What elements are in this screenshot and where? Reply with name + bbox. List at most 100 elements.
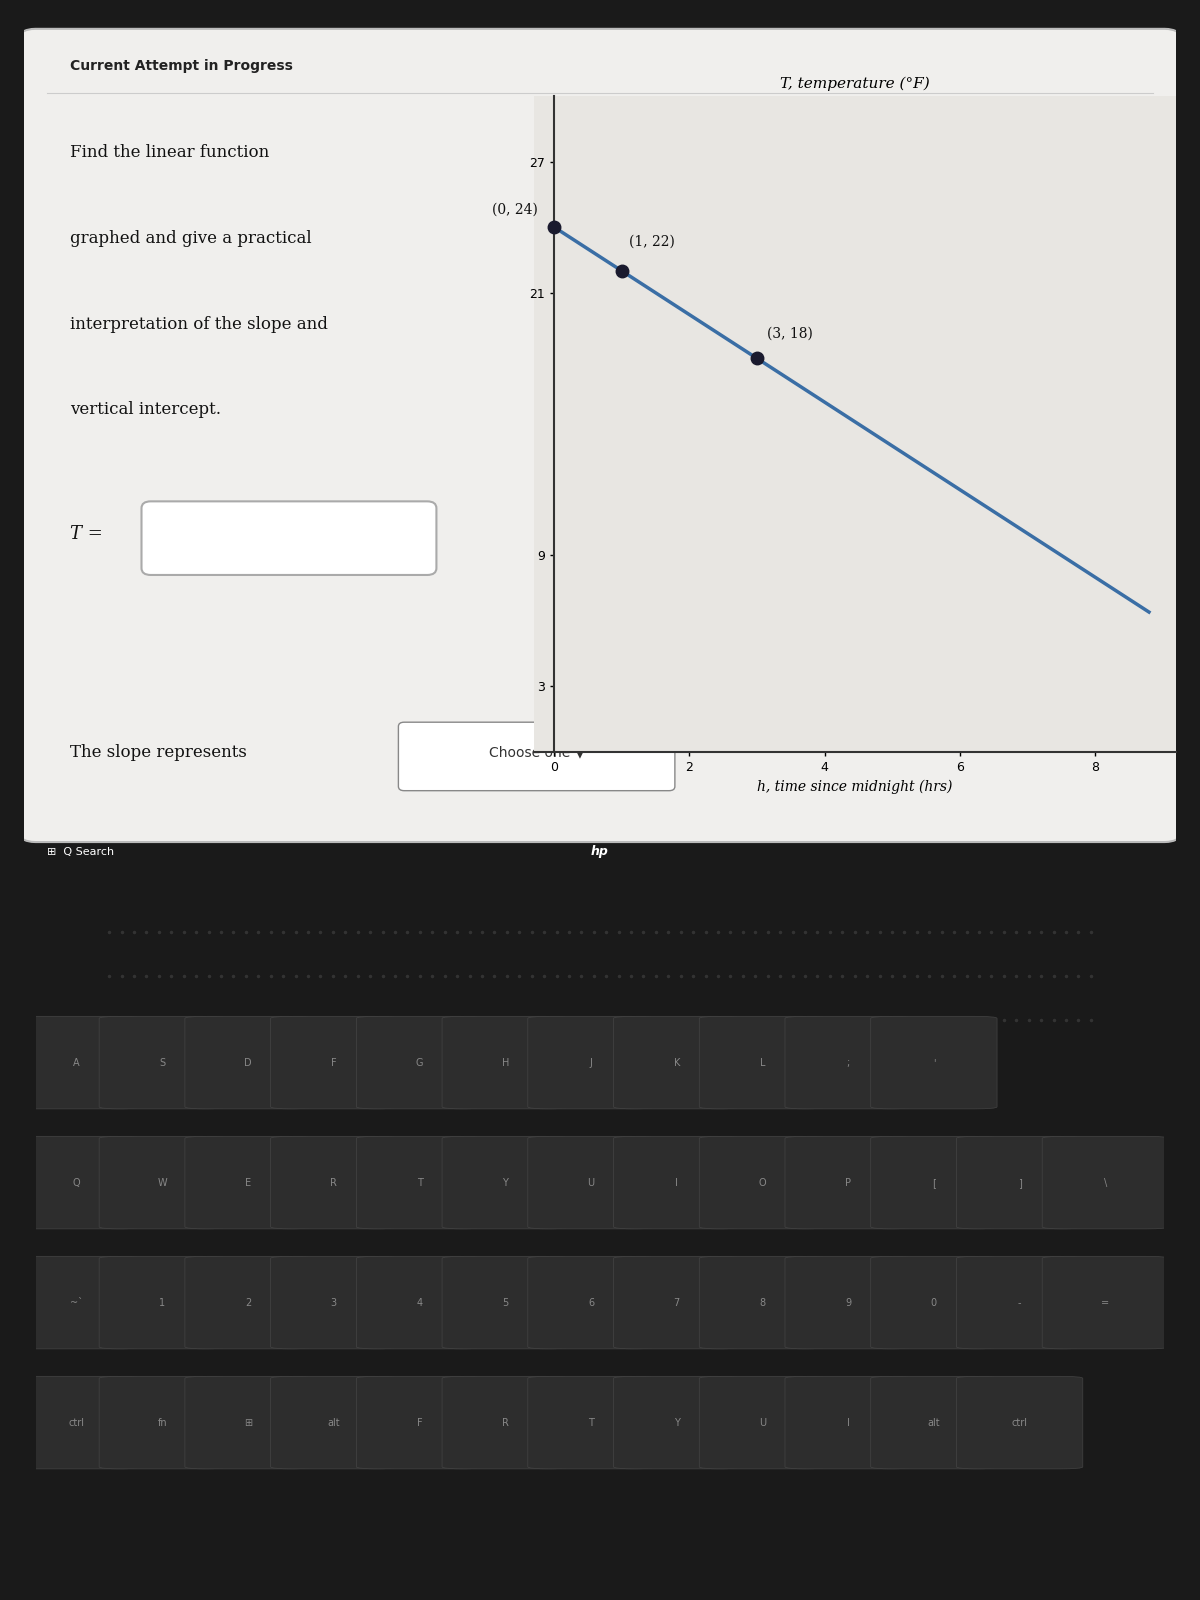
- FancyBboxPatch shape: [871, 1136, 997, 1229]
- Text: A: A: [73, 1058, 80, 1069]
- Text: U: U: [758, 1418, 766, 1429]
- FancyBboxPatch shape: [700, 1256, 826, 1349]
- Text: ctrl: ctrl: [68, 1418, 85, 1429]
- FancyBboxPatch shape: [398, 722, 674, 790]
- FancyBboxPatch shape: [956, 1376, 1082, 1469]
- Title: T, temperature (°F): T, temperature (°F): [780, 77, 930, 91]
- Text: interpretation of the slope and: interpretation of the slope and: [70, 315, 328, 333]
- Text: ⊞  Q Search: ⊞ Q Search: [47, 846, 114, 858]
- Text: 5: 5: [502, 1298, 509, 1309]
- Text: F: F: [416, 1418, 422, 1429]
- FancyBboxPatch shape: [356, 1376, 482, 1469]
- FancyBboxPatch shape: [356, 1016, 482, 1109]
- Text: Y: Y: [503, 1178, 508, 1189]
- Text: E: E: [245, 1178, 251, 1189]
- Text: J: J: [589, 1058, 593, 1069]
- FancyBboxPatch shape: [185, 1016, 311, 1109]
- Text: ;: ;: [846, 1058, 850, 1069]
- Text: alt: alt: [928, 1418, 941, 1429]
- Text: G: G: [415, 1058, 424, 1069]
- FancyBboxPatch shape: [528, 1136, 654, 1229]
- Text: I: I: [676, 1178, 678, 1189]
- Text: 2: 2: [245, 1298, 251, 1309]
- Text: ]: ]: [1018, 1178, 1021, 1189]
- FancyBboxPatch shape: [1042, 1136, 1169, 1229]
- Text: R: R: [502, 1418, 509, 1429]
- Text: =: =: [1102, 1298, 1110, 1309]
- Text: O: O: [758, 1178, 767, 1189]
- FancyBboxPatch shape: [100, 1136, 226, 1229]
- FancyBboxPatch shape: [13, 1016, 139, 1109]
- Text: H: H: [502, 1058, 509, 1069]
- X-axis label: h, time since midnight (hrs): h, time since midnight (hrs): [757, 779, 953, 794]
- FancyBboxPatch shape: [100, 1376, 226, 1469]
- FancyBboxPatch shape: [528, 1256, 654, 1349]
- Text: The slope represents: The slope represents: [70, 744, 247, 760]
- FancyBboxPatch shape: [956, 1256, 1082, 1349]
- FancyBboxPatch shape: [785, 1016, 911, 1109]
- Text: alt: alt: [328, 1418, 340, 1429]
- Text: -: -: [1018, 1298, 1021, 1309]
- Text: 3: 3: [331, 1298, 337, 1309]
- FancyBboxPatch shape: [700, 1376, 826, 1469]
- Text: D: D: [245, 1058, 252, 1069]
- Text: (3, 18): (3, 18): [767, 326, 814, 341]
- FancyBboxPatch shape: [442, 1016, 569, 1109]
- Text: [: [: [932, 1178, 936, 1189]
- FancyBboxPatch shape: [13, 1256, 139, 1349]
- Text: ~`: ~`: [70, 1298, 83, 1309]
- FancyBboxPatch shape: [185, 1136, 311, 1229]
- Text: T =: T =: [70, 525, 103, 542]
- FancyBboxPatch shape: [613, 1136, 740, 1229]
- FancyBboxPatch shape: [271, 1136, 397, 1229]
- FancyBboxPatch shape: [13, 1136, 139, 1229]
- Text: 0: 0: [931, 1298, 937, 1309]
- Text: L: L: [760, 1058, 766, 1069]
- Text: ': ': [932, 1058, 935, 1069]
- Text: Current Attempt in Progress: Current Attempt in Progress: [70, 59, 293, 74]
- Text: 6: 6: [588, 1298, 594, 1309]
- FancyBboxPatch shape: [528, 1376, 654, 1469]
- FancyBboxPatch shape: [785, 1256, 911, 1349]
- FancyBboxPatch shape: [356, 1136, 482, 1229]
- FancyBboxPatch shape: [185, 1376, 311, 1469]
- Text: K: K: [673, 1058, 680, 1069]
- Text: T: T: [416, 1178, 422, 1189]
- Text: (1, 22): (1, 22): [629, 235, 674, 250]
- Text: F: F: [331, 1058, 337, 1069]
- Text: P: P: [845, 1178, 851, 1189]
- FancyBboxPatch shape: [956, 1136, 1082, 1229]
- FancyBboxPatch shape: [785, 1376, 911, 1469]
- Text: Find the linear function: Find the linear function: [70, 144, 269, 162]
- Text: R: R: [330, 1178, 337, 1189]
- Text: (0, 24): (0, 24): [492, 202, 538, 216]
- Text: \: \: [1104, 1178, 1106, 1189]
- Text: Choose one ▼: Choose one ▼: [488, 746, 584, 758]
- FancyBboxPatch shape: [442, 1256, 569, 1349]
- FancyBboxPatch shape: [356, 1256, 482, 1349]
- Text: 8: 8: [760, 1298, 766, 1309]
- FancyBboxPatch shape: [871, 1376, 997, 1469]
- Text: S: S: [160, 1058, 166, 1069]
- Text: I: I: [847, 1418, 850, 1429]
- Text: ctrl: ctrl: [1012, 1418, 1027, 1429]
- Text: graphed and give a practical: graphed and give a practical: [70, 230, 312, 246]
- FancyBboxPatch shape: [18, 29, 1182, 842]
- FancyBboxPatch shape: [100, 1016, 226, 1109]
- Text: Q: Q: [73, 1178, 80, 1189]
- FancyBboxPatch shape: [528, 1016, 654, 1109]
- FancyBboxPatch shape: [13, 1376, 139, 1469]
- FancyBboxPatch shape: [442, 1136, 569, 1229]
- FancyBboxPatch shape: [442, 1376, 569, 1469]
- FancyBboxPatch shape: [700, 1016, 826, 1109]
- Text: Y: Y: [673, 1418, 679, 1429]
- Text: 9: 9: [845, 1298, 851, 1309]
- FancyBboxPatch shape: [871, 1016, 997, 1109]
- Text: 1: 1: [160, 1298, 166, 1309]
- Text: hp: hp: [592, 845, 608, 859]
- Text: 4: 4: [416, 1298, 422, 1309]
- FancyBboxPatch shape: [1042, 1256, 1169, 1349]
- FancyBboxPatch shape: [871, 1256, 997, 1349]
- Text: fn: fn: [157, 1418, 167, 1429]
- Text: vertical intercept.: vertical intercept.: [70, 402, 221, 418]
